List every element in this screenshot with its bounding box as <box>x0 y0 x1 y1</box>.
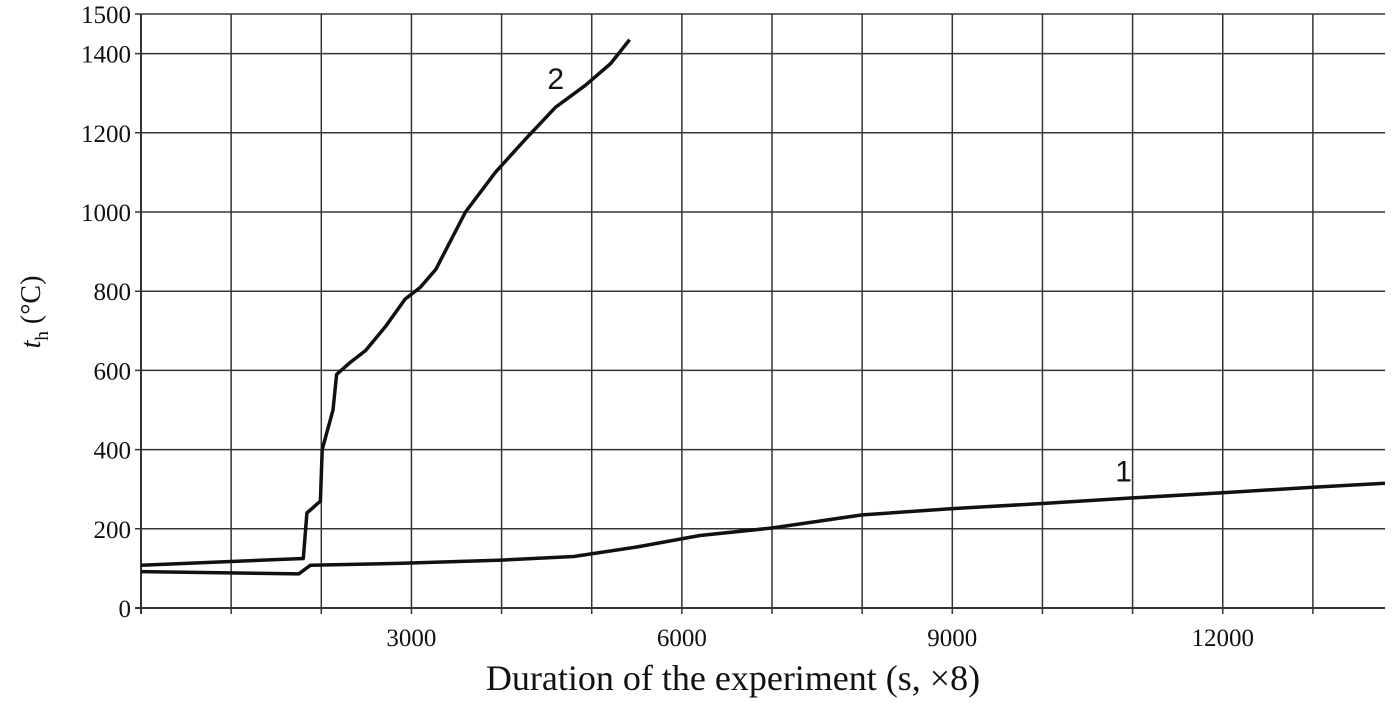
grid-lines <box>135 13 1385 614</box>
y-tick-label: 600 <box>94 358 132 385</box>
y-tick-label: 0 <box>119 596 132 623</box>
x-tick-label: 6000 <box>657 625 707 652</box>
curve-1 <box>140 481 1386 576</box>
y-axis-title: th (°C) <box>16 276 53 349</box>
y-tick-label: 400 <box>94 438 132 465</box>
y-tick-label: 200 <box>94 517 132 544</box>
y-axis-subscript: h <box>32 331 53 341</box>
y-tick-label: 1400 <box>81 42 131 69</box>
y-axis-unit: (°C) <box>16 276 47 332</box>
x-tick-label: 9000 <box>927 625 977 652</box>
curve-labels: 12 <box>547 63 1132 488</box>
data-curves <box>140 38 1386 576</box>
curve-label-1: 1 <box>1115 455 1132 488</box>
y-tick-label: 800 <box>94 279 132 306</box>
y-axis-symbol: t <box>16 339 47 348</box>
x-axis-title: Duration of the experiment (s, ×8) <box>486 658 980 698</box>
y-tick-label: 1000 <box>81 200 131 227</box>
x-tick-labels: 3000 6000 9000 12000 <box>386 625 1254 652</box>
y-tick-label: 1200 <box>81 121 131 148</box>
y-tick-labels: 0 200 400 600 800 1000 1200 1400 1500 <box>81 2 131 623</box>
curve-label-2: 2 <box>547 63 564 96</box>
curve-2 <box>140 38 631 567</box>
y-tick-label: 1500 <box>81 2 131 29</box>
x-tick-label: 12000 <box>1191 625 1254 652</box>
x-tick-label: 3000 <box>386 625 436 652</box>
axes <box>135 14 1385 614</box>
